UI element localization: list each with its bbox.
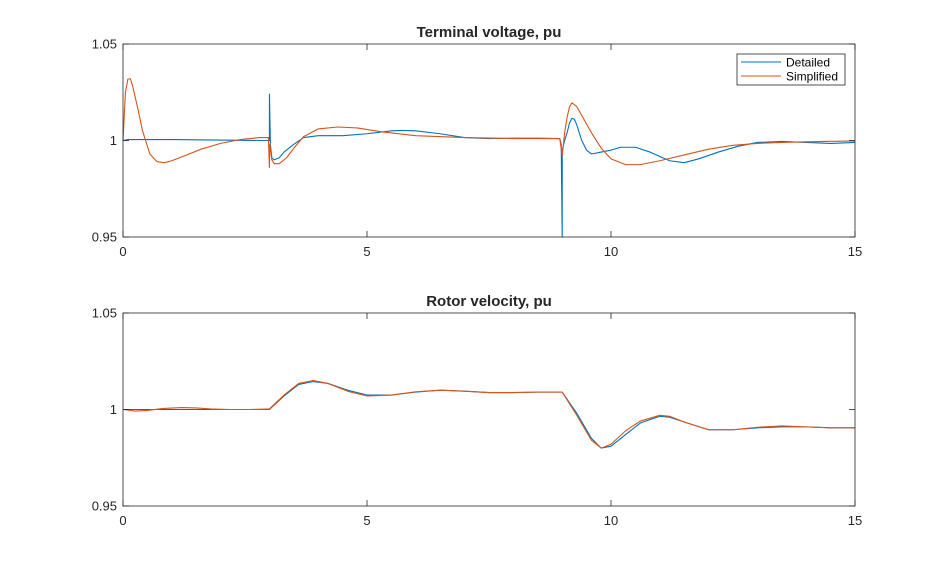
axes-terminal-voltage: 0 5 10 15 0.95 1 1.05 Terminal voltage, pu Det…	[92, 24, 863, 259]
y-tick-label: 1	[110, 402, 117, 417]
legend-label-detailed: Detailed	[786, 56, 830, 70]
chart-title: Rotor velocity, pu	[426, 293, 552, 310]
x-tick-label: 5	[363, 244, 370, 259]
y-tick-label: 0.95	[92, 499, 117, 514]
series-layer	[122, 78, 856, 238]
x-tick-label: 15	[848, 244, 862, 259]
x-tick-label: 10	[604, 244, 618, 259]
ticks-layer: 0 5 10 15 0.95 1 1.05	[92, 306, 863, 529]
legend-label-simplified: Simplified	[786, 70, 838, 84]
x-tick-label: 15	[848, 513, 862, 528]
series-line-simplified	[122, 379, 855, 449]
chart-title: Terminal voltage, pu	[417, 24, 562, 41]
axes-rotor-velocity: 0 5 10 15 0.95 1 1.05 Rotor velocity, pu	[92, 293, 863, 528]
series-line-simplified	[122, 78, 856, 169]
y-tick-label: 1	[110, 133, 117, 148]
x-tick-label: 0	[119, 513, 126, 528]
series-layer	[122, 379, 855, 449]
y-tick-label: 1.05	[92, 37, 117, 52]
x-tick-label: 5	[363, 513, 370, 528]
x-tick-label: 10	[604, 513, 618, 528]
ticks-layer: 0 5 10 15 0.95 1 1.05	[92, 37, 863, 260]
legend-box	[736, 53, 846, 86]
legend: Detailed Simplified	[736, 53, 846, 86]
y-tick-label: 0.95	[92, 230, 117, 245]
x-tick-label: 0	[119, 244, 126, 259]
y-tick-label: 1.05	[92, 306, 117, 321]
